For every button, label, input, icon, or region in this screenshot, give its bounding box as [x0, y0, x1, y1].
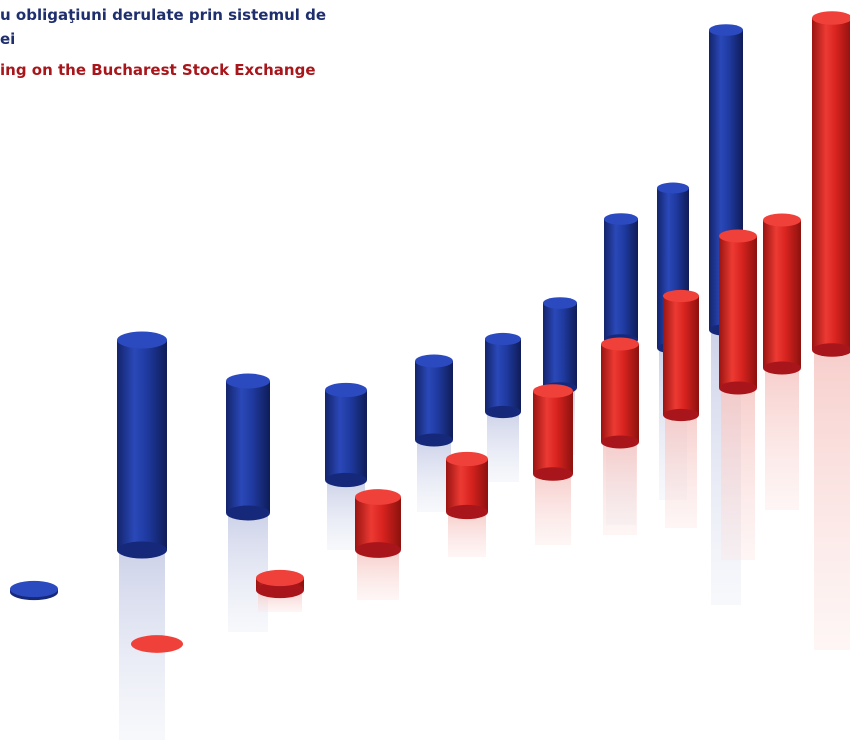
cylinder-top — [812, 11, 850, 25]
cylinder-top — [663, 289, 699, 303]
cylinder-body — [812, 18, 850, 350]
cylinder-body — [763, 220, 801, 368]
cylinder-reflection — [357, 550, 399, 600]
cylinder-top — [446, 451, 488, 467]
cylinder-body — [485, 339, 521, 412]
cylinder-reflection — [487, 412, 519, 482]
cylinder-top — [10, 580, 58, 598]
cylinder-body — [226, 381, 270, 513]
cylinder-reflection — [765, 368, 799, 510]
cylinder-top — [604, 213, 638, 225]
cylinder-top — [709, 24, 743, 36]
cylinder-top — [355, 489, 401, 505]
cylinder-body — [663, 296, 699, 415]
cylinder-base — [719, 381, 757, 395]
title-ro-line-1: u obligaţiuni derulate prin sistemul de — [0, 6, 327, 24]
cylinder-base — [256, 581, 304, 599]
cylinder-body — [719, 236, 757, 388]
cylinder-base — [226, 505, 270, 521]
cylinder-base — [117, 541, 167, 559]
cylinder-body — [543, 303, 577, 388]
title-en: ing on the Bucharest Stock Exchange — [0, 61, 316, 79]
title-ro-line-2: ei — [0, 30, 16, 48]
cylinder-top — [325, 382, 367, 398]
cylinder-base — [446, 504, 488, 520]
cylinder-top — [543, 297, 577, 309]
cylinder-reflection — [228, 513, 268, 632]
cylinder-top — [719, 229, 757, 243]
cylinder-reflection — [814, 350, 850, 650]
cylinder-body — [533, 391, 573, 474]
cylinder-body — [415, 361, 453, 440]
cylinder-body — [601, 344, 639, 442]
cylinder-base — [763, 361, 801, 375]
cylinder-base — [663, 408, 699, 422]
cylinder-top — [131, 635, 183, 653]
cylinder-base — [812, 343, 850, 357]
cylinder-top — [657, 182, 689, 194]
cylinder-base — [601, 435, 639, 449]
cylinder-top — [533, 384, 573, 398]
cylinder-body — [117, 340, 167, 550]
cylinder-top — [226, 373, 270, 389]
cylinder-reflection — [448, 512, 486, 557]
cylinder-base — [355, 542, 401, 558]
cylinder-top — [763, 213, 801, 227]
cylinder-reflection — [665, 415, 697, 528]
cylinder-base — [485, 405, 521, 419]
cylinder-body — [355, 497, 401, 550]
cylinder-body — [325, 390, 367, 480]
cylinder-body — [604, 219, 638, 340]
cylinder-body — [446, 459, 488, 512]
cylinder-base — [533, 467, 573, 481]
cylinder-top — [485, 332, 521, 346]
cylinder-base — [415, 433, 453, 447]
cylinder-top — [415, 354, 453, 368]
cylinder-reflection — [603, 442, 637, 535]
cylinder-top — [256, 569, 304, 587]
cylinder-top — [117, 331, 167, 349]
cylinder-top — [601, 337, 639, 351]
cylinder-reflection — [721, 388, 755, 560]
cylinder-base — [325, 472, 367, 488]
cylinder-reflection — [417, 440, 451, 512]
cylinder-reflection — [535, 474, 571, 545]
